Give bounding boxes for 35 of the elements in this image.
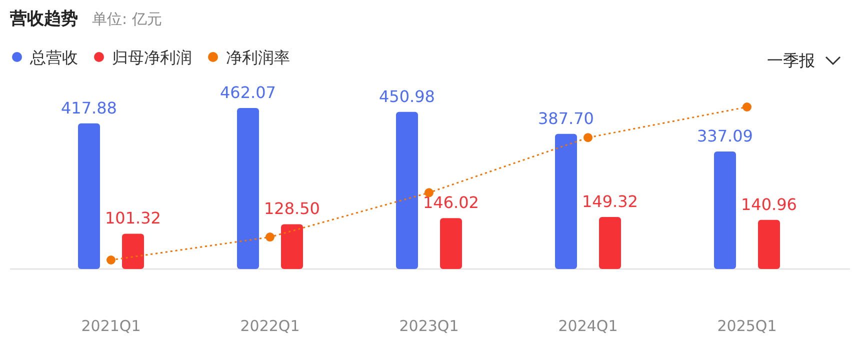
chart-subtitle: 单位: 亿元 bbox=[92, 10, 162, 28]
data-label: 140.96 bbox=[741, 194, 797, 214]
bar bbox=[237, 108, 259, 269]
point bbox=[742, 102, 752, 112]
data-label: 462.07 bbox=[220, 83, 276, 102]
bar bbox=[555, 134, 577, 269]
bar bbox=[122, 234, 144, 269]
point bbox=[266, 232, 274, 242]
data-label: 149.32 bbox=[582, 192, 638, 211]
bar bbox=[714, 152, 736, 269]
bar bbox=[440, 218, 462, 269]
bar bbox=[396, 112, 418, 269]
data-label: 417.88 bbox=[61, 98, 117, 118]
x-tick-label: 2024Q1 bbox=[558, 317, 618, 335]
data-label: 450.98 bbox=[379, 86, 435, 106]
chart-title: 营收趋势 bbox=[9, 9, 78, 29]
data-label: 146.02 bbox=[423, 193, 479, 212]
legend-label: 净利润率 bbox=[226, 48, 290, 67]
data-label: 128.50 bbox=[264, 199, 320, 218]
bar bbox=[78, 123, 100, 269]
bar bbox=[599, 216, 621, 269]
bar bbox=[281, 224, 303, 269]
x-tick-label: 2023Q1 bbox=[399, 317, 459, 335]
legend-label: 总营收 bbox=[29, 48, 78, 67]
point bbox=[106, 256, 116, 264]
x-tick-label: 2022Q1 bbox=[240, 317, 300, 335]
legend-label: 归母净利润 bbox=[112, 48, 192, 67]
data-label: 387.70 bbox=[538, 108, 594, 128]
data-label: 101.32 bbox=[105, 208, 161, 228]
text: 一季报 bbox=[767, 51, 815, 70]
bar bbox=[758, 220, 780, 269]
x-tick-label: 2021Q1 bbox=[81, 317, 141, 335]
x-tick-label: 2025Q1 bbox=[717, 317, 777, 335]
point bbox=[584, 133, 592, 142]
data-label: 337.09 bbox=[697, 126, 753, 146]
